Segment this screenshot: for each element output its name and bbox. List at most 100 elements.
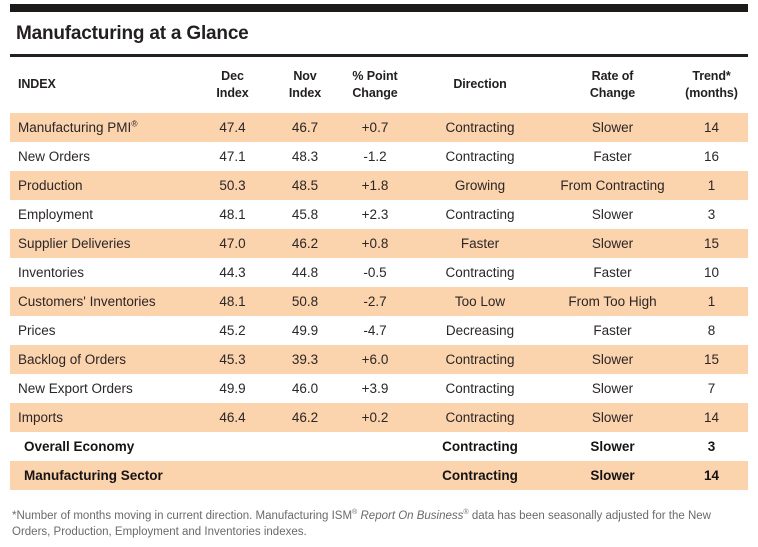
cell-direction: Growing [454, 177, 506, 193]
cell-point-change: +0.2 [361, 409, 389, 425]
column-header-index: INDEX [18, 77, 56, 92]
cell-trend: 14 [703, 467, 720, 483]
cell-trend: 8 [707, 322, 716, 338]
column-header-rate-of-change: Rate of Change [589, 69, 636, 100]
registered-mark: ® [352, 507, 358, 516]
cell-index: New Orders [10, 149, 195, 164]
table-row: Employment 48.1 45.8 +2.3 Contracting Sl… [10, 200, 748, 229]
cell-nov-index: 46.7 [291, 119, 319, 135]
cell-rate-of-change: Faster [593, 322, 632, 338]
row-label: New Export Orders [18, 380, 133, 396]
cell-direction: Contracting [445, 264, 515, 280]
cell-trend: 15 [703, 235, 720, 251]
cell-dec-index: 47.1 [219, 148, 246, 164]
cell-point-change: +3.9 [361, 380, 389, 396]
cell-direction: Contracting [445, 206, 515, 222]
table-row: Manufacturing Sector Contracting Slower … [10, 460, 748, 490]
cell-index: Imports [10, 410, 195, 425]
row-label: Employment [18, 206, 94, 222]
cell-rate-of-change: Faster [593, 148, 632, 164]
column-header-dec-index: Dec Index [216, 69, 249, 100]
footnote-text-1: *Number of months moving in current dire… [12, 509, 353, 522]
cell-rate-of-change: Slower [591, 380, 634, 396]
row-label: Production [18, 177, 83, 193]
cell-nov-index: 46.2 [291, 235, 319, 251]
cell-index: Overall Economy [10, 439, 195, 454]
cell-rate-of-change: Slower [591, 409, 634, 425]
cell-nov-index: 46.0 [291, 380, 319, 396]
cell-point-change: -1.2 [363, 148, 387, 164]
cell-rate-of-change: Slower [591, 351, 634, 367]
cell-trend: 14 [703, 409, 720, 425]
footnote: *Number of months moving in current dire… [10, 508, 748, 541]
cell-direction: Contracting [442, 438, 518, 454]
cell-dec-index: 45.3 [219, 351, 246, 367]
cell-nov-index: 44.8 [291, 264, 319, 280]
cell-trend: 3 [707, 206, 716, 222]
cell-rate-of-change: Slower [591, 206, 634, 222]
cell-index: New Export Orders [10, 381, 195, 396]
cell-index: Customers' Inventories [10, 294, 195, 309]
cell-rate-of-change: Faster [593, 264, 632, 280]
cell-dec-index: 48.1 [219, 293, 246, 309]
cell-rate-of-change: Slower [590, 467, 635, 483]
cell-index: Employment [10, 207, 195, 222]
table-row: Backlog of Orders 45.3 39.3 +6.0 Contrac… [10, 344, 748, 374]
page: Manufacturing at a Glance INDEX Dec Inde… [10, 0, 748, 541]
cell-index: Inventories [10, 265, 195, 280]
table-row: Customers' Inventories 48.1 50.8 -2.7 To… [10, 286, 748, 316]
cell-trend: 14 [703, 119, 720, 135]
row-label: Inventories [18, 264, 85, 280]
cell-trend: 10 [703, 264, 720, 280]
cell-trend: 3 [707, 438, 716, 454]
title-rule [10, 54, 748, 57]
cell-point-change: -2.7 [363, 293, 387, 309]
cell-rate-of-change: From Too High [568, 293, 657, 309]
cell-trend: 7 [707, 380, 716, 396]
row-label: Supplier Deliveries [18, 235, 131, 251]
cell-direction: Contracting [445, 409, 515, 425]
cell-dec-index: 47.4 [219, 119, 246, 135]
row-label: Manufacturing PMI [18, 119, 132, 135]
cell-dec-index: 49.9 [219, 380, 246, 396]
row-label: Imports [18, 409, 64, 425]
cell-direction: Contracting [445, 119, 515, 135]
cell-dec-index: 48.1 [219, 206, 246, 222]
cell-dec-index: 50.3 [219, 177, 246, 193]
registered-mark: ® [463, 507, 469, 516]
cell-nov-index: 48.5 [291, 177, 319, 193]
cell-point-change: +0.8 [361, 235, 389, 251]
cell-dec-index: 47.0 [219, 235, 246, 251]
cell-index: Manufacturing PMI® [10, 119, 195, 135]
top-rule-thick [10, 4, 748, 12]
cell-trend: 15 [703, 351, 720, 367]
column-header-trend: Trend* (months) [685, 69, 738, 100]
cell-index: Production [10, 178, 195, 193]
column-header-nov-index: Nov Index [288, 69, 322, 100]
column-header-direction: Direction [453, 77, 507, 92]
page-title: Manufacturing at a Glance [16, 23, 249, 44]
footnote-text-2: data has been seasonally adjusted for th… [12, 509, 711, 539]
cell-rate-of-change: From Contracting [560, 177, 665, 193]
table-row: Prices 45.2 49.9 -4.7 Decreasing Faster … [10, 316, 748, 345]
cell-dec-index: 45.2 [219, 322, 246, 338]
cell-direction: Decreasing [445, 322, 515, 338]
cell-index: Manufacturing Sector [10, 468, 195, 483]
row-label: Customers' Inventories [18, 293, 156, 309]
table-row: Inventories 44.3 44.8 -0.5 Contracting F… [10, 258, 748, 287]
cell-rate-of-change: Slower [591, 235, 634, 251]
cell-dec-index: 46.4 [219, 409, 246, 425]
cell-rate-of-change: Slower [591, 119, 634, 135]
cell-direction: Contracting [445, 380, 515, 396]
table-row: Production 50.3 48.5 +1.8 Growing From C… [10, 170, 748, 200]
row-label: New Orders [18, 148, 91, 164]
cell-nov-index: 46.2 [291, 409, 319, 425]
cell-direction: Contracting [445, 351, 515, 367]
cell-nov-index: 45.8 [291, 206, 319, 222]
row-label: Prices [18, 322, 56, 338]
column-header-point-change: % Point Change [352, 69, 398, 100]
footnote-italic-title: Report On Business [357, 509, 464, 522]
cell-point-change: -4.7 [363, 322, 387, 338]
cell-nov-index: 49.9 [291, 322, 319, 338]
cell-index: Prices [10, 323, 195, 338]
